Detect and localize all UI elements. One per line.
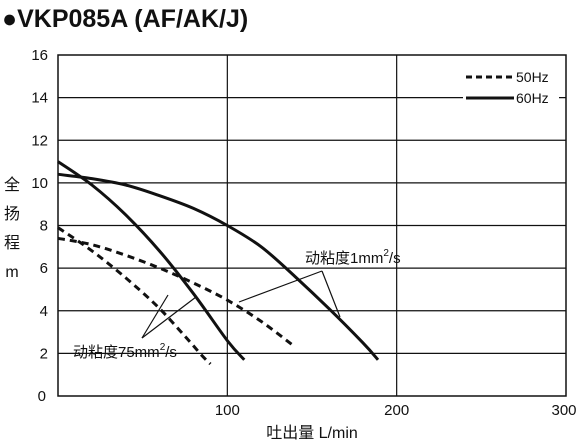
- annotation-viscosity-75mm: 动粘度75mm2/s: [73, 294, 197, 361]
- annotation-75mm-pointer-60hz: [141, 296, 197, 339]
- annotation-75mm-text: 动粘度75mm2/s: [73, 342, 177, 361]
- y-tick-label-10: 10: [31, 175, 48, 192]
- series-lines: [57, 160, 380, 366]
- x-axis-label: 吐出量 L/min: [266, 424, 358, 442]
- annotation-75mm-pointer-50hz: [141, 294, 169, 339]
- y-tick-labels: 2 4 6 8 10 12 14 16: [31, 47, 48, 362]
- origin-tick-label: 0: [38, 388, 46, 405]
- y-tick-label-2: 2: [40, 345, 48, 362]
- y-tick-label-6: 6: [40, 260, 48, 277]
- y-tick-label-16: 16: [31, 47, 48, 64]
- y-axis-label-char-1: 全: [4, 176, 20, 194]
- y-tick-label-14: 14: [31, 90, 48, 107]
- x-tick-label-200: 200: [384, 402, 409, 419]
- annotation-viscosity-1mm: 动粘度1mm2/s: [238, 248, 401, 318]
- y-tick-label-4: 4: [40, 303, 48, 320]
- y-axis-label-char-4: m: [5, 264, 18, 281]
- series-50hz-75mm: [57, 226, 212, 366]
- series-60hz-75mm: [57, 160, 246, 361]
- y-axis-label-char-2: 扬: [4, 205, 20, 223]
- legend: 50Hz 60Hz: [463, 64, 559, 106]
- annotation-1mm-text: 动粘度1mm2/s: [305, 248, 401, 267]
- y-tick-label-8: 8: [40, 218, 48, 235]
- series-50hz-1mm: [57, 236, 297, 349]
- annotation-1mm-pointer-60hz: [321, 270, 341, 318]
- series-60hz-1mm: [57, 172, 380, 361]
- legend-label-60hz: 60Hz: [516, 90, 549, 106]
- y-tick-label-12: 12: [31, 132, 48, 149]
- y-axis-label-char-3: 程: [4, 234, 20, 252]
- chart-title: ●VKP085A (AF/AK/J): [2, 5, 248, 33]
- y-axis-label: 全 扬 程 m: [4, 176, 20, 281]
- x-tick-label-300: 300: [551, 402, 576, 419]
- x-tick-labels: 100 200 300: [215, 402, 577, 419]
- legend-label-50hz: 50Hz: [516, 69, 549, 85]
- annotation-1mm-pointer-50hz: [238, 270, 323, 303]
- x-tick-label-100: 100: [215, 402, 240, 419]
